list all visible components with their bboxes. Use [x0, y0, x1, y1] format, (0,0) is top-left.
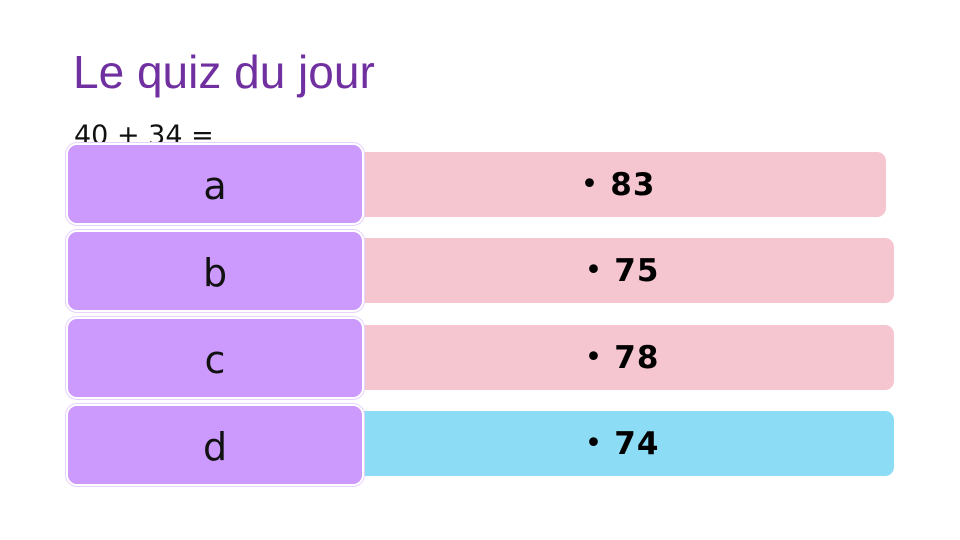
answer-box[interactable]: • 78 — [350, 325, 894, 390]
quiz-option-a[interactable]: • 83 a — [0, 143, 960, 233]
option-letter: d — [202, 425, 228, 469]
bullet-icon: • — [580, 167, 599, 202]
bullet-icon: • — [584, 340, 603, 375]
option-letter: a — [203, 164, 227, 208]
option-letter: b — [202, 251, 228, 295]
letter-box[interactable]: c — [66, 317, 364, 399]
bullet-icon: • — [584, 426, 603, 461]
answer-box-highlighted[interactable]: • 74 — [350, 411, 894, 476]
quiz-option-c[interactable]: • 78 c — [0, 317, 960, 407]
quiz-option-b[interactable]: • 75 b — [0, 230, 960, 320]
letter-box[interactable]: a — [66, 143, 364, 225]
letter-box[interactable]: d — [66, 404, 364, 486]
option-letter: c — [204, 338, 226, 382]
answer-box[interactable]: • 75 — [350, 238, 894, 303]
answer-value: 83 — [610, 166, 656, 203]
answer-value: 75 — [614, 252, 660, 289]
slide-title: Le quiz du jour — [73, 46, 375, 98]
answer-value: 78 — [614, 339, 660, 376]
answer-box[interactable]: • 83 — [350, 152, 886, 217]
answer-value: 74 — [614, 425, 660, 462]
bullet-icon: • — [584, 253, 603, 288]
letter-box[interactable]: b — [66, 230, 364, 312]
quiz-option-d[interactable]: • 74 d — [0, 404, 960, 494]
